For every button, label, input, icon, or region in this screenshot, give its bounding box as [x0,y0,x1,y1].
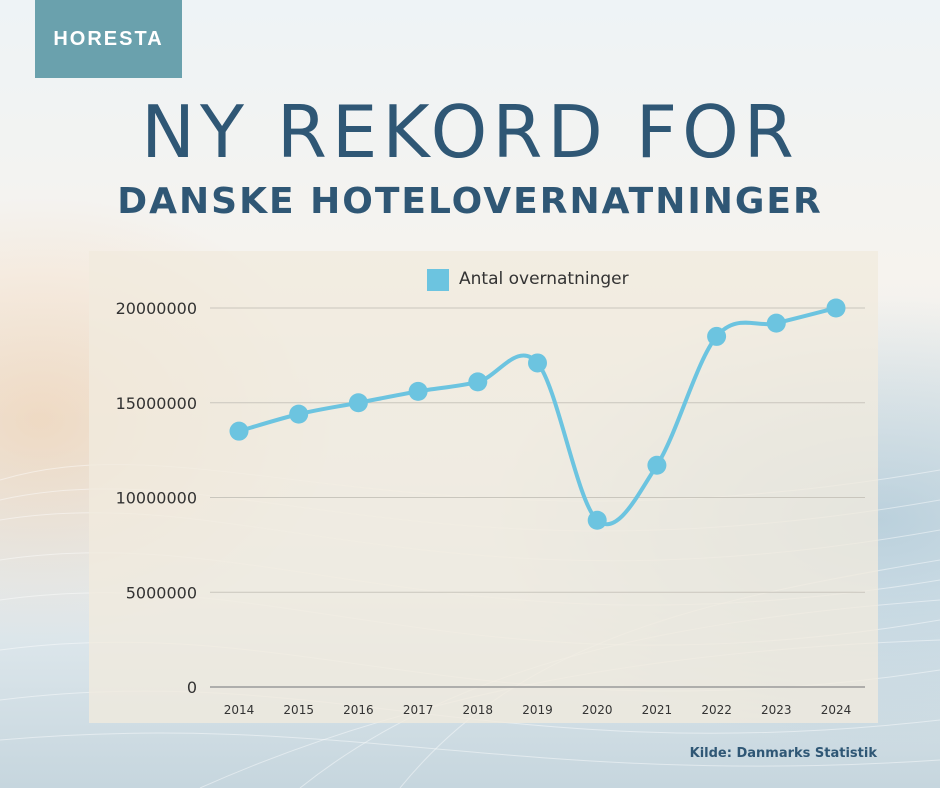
x-tick-label: 2022 [701,703,732,717]
data-point [229,421,249,441]
series-line [238,306,837,527]
page-subtitle: DANSKE HOTELOVERNATNINGER [117,181,823,222]
data-point [348,393,368,413]
y-tick-label: 10000000 [116,489,197,508]
data-point [766,313,786,333]
chart-panel: 0 5000000 10000000 15000000 20000000 2014 2015… [89,251,878,723]
x-tick-label: 2024 [821,703,852,717]
legend-label: Antal overnatninger [459,269,629,289]
x-tick-label: 2023 [761,703,792,717]
y-tick-label: 15000000 [116,394,197,413]
data-point [587,510,607,530]
data-point [528,353,547,373]
data-point [468,372,488,392]
source-note: Kilde: Danmarks Statistik [689,746,877,761]
legend-swatch [427,269,449,291]
data-point [826,298,846,318]
y-tick-label: 20000000 [116,299,197,318]
data-point [408,381,428,401]
data-point [707,326,727,346]
x-tick-label: 2014 [224,703,255,717]
data-point [289,404,309,424]
x-tick-label: 2017 [403,703,434,717]
data-point [647,455,667,475]
y-tick-label: 0 [187,678,197,697]
x-tick-label: 2019 [522,703,553,717]
y-tick-label: 5000000 [126,583,197,602]
x-tick-label: 2018 [463,703,494,717]
page-title: NY REKORD FOR [141,90,799,174]
x-tick-label: 2021 [642,703,673,717]
line-chart: 0 5000000 10000000 15000000 20000000 2014 2015… [116,269,865,717]
horesta-logo: HORESTA [35,0,182,78]
x-tick-label: 2020 [582,703,613,717]
x-tick-label: 2015 [283,703,314,717]
x-tick-label: 2016 [343,703,374,717]
